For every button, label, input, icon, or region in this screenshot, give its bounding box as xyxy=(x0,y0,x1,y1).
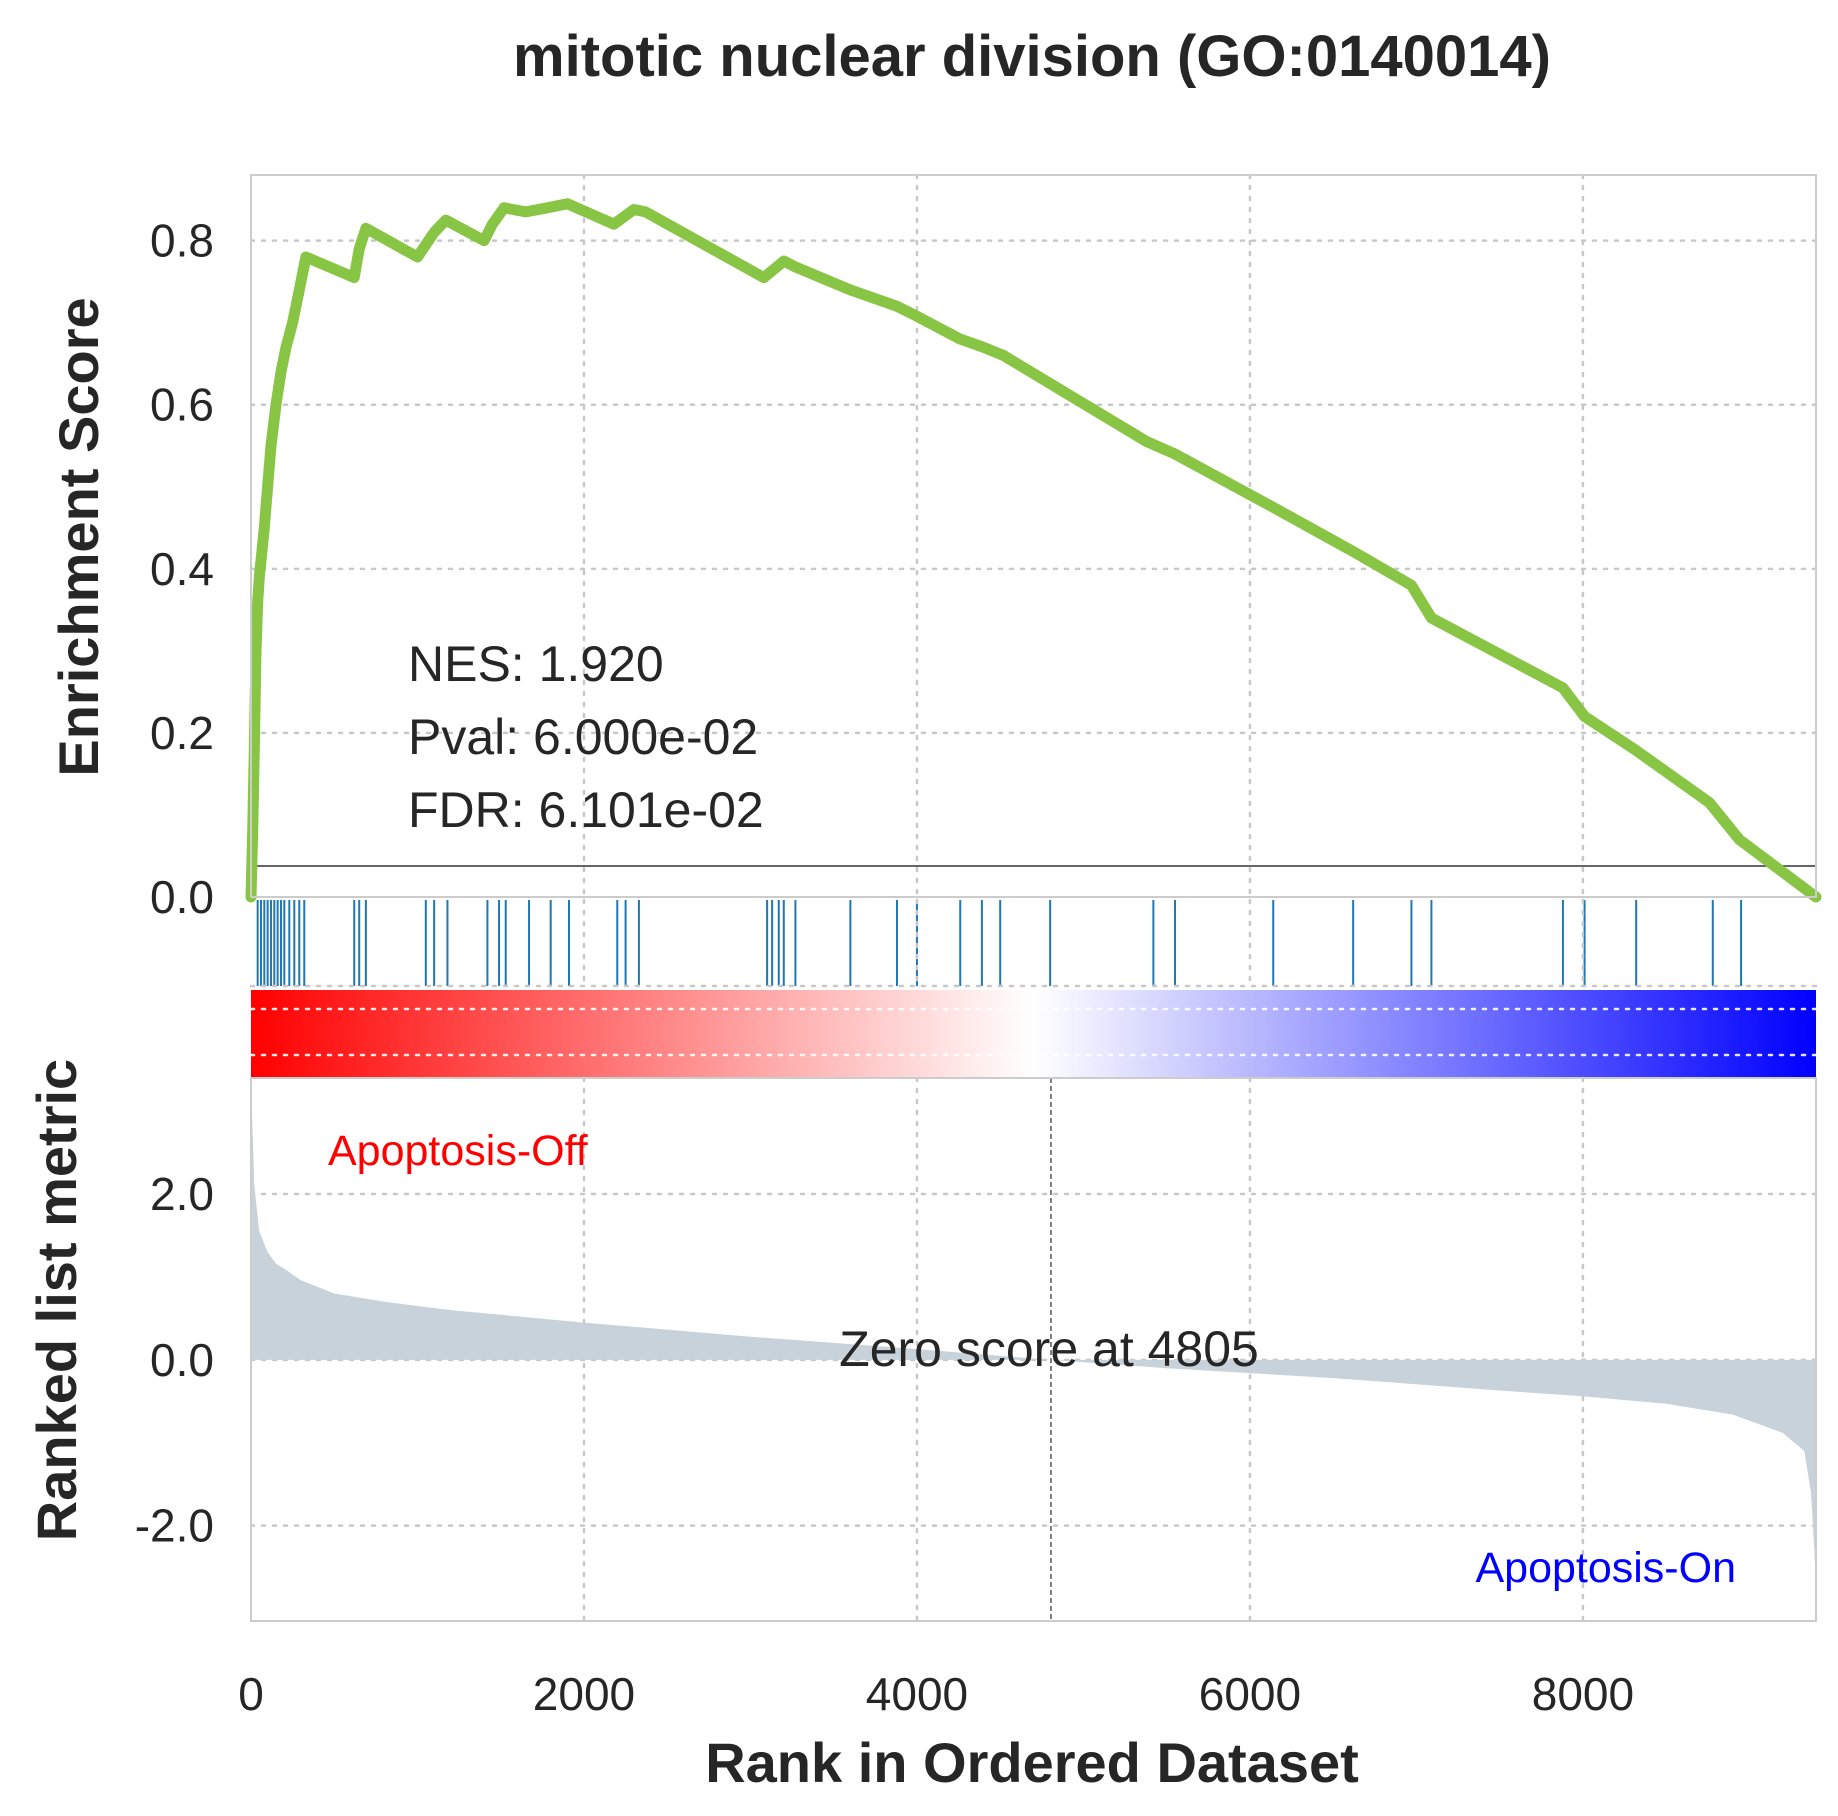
es-line xyxy=(245,198,1822,903)
zero-score-label: Zero score at 4805 xyxy=(839,1321,1259,1377)
x-tick-label: 6000 xyxy=(1199,1668,1301,1720)
ranked-panel: -2.0 0.0 2.0 Ranked list metric Zero score… xyxy=(25,1059,1818,1623)
rank-ylabel: Ranked list metric xyxy=(25,1059,88,1541)
nes-annotation: NES: 1.920 xyxy=(408,636,664,692)
es-grid xyxy=(249,173,1818,899)
hits-panel xyxy=(249,898,1818,988)
es-y-ticks: 0.0 0.2 0.4 0.6 0.8 xyxy=(150,215,214,923)
enrichment-panel: 0.0 0.2 0.4 0.6 0.8 Enrichment Score NES: 1.… xyxy=(47,173,1822,923)
rank-y-tick-label: 2.0 xyxy=(150,1168,214,1220)
x-ticks: 0 2000 4000 6000 8000 xyxy=(238,1668,1634,1720)
es-frame xyxy=(250,174,1817,898)
es-y-tick-label: 0.0 xyxy=(150,871,214,923)
rank-frame xyxy=(250,1077,1817,1622)
color-bar-rect xyxy=(251,990,1816,1078)
x-tick-label: 2000 xyxy=(533,1668,635,1720)
pval-annotation: Pval: 6.000e-02 xyxy=(408,709,758,765)
hit-lines xyxy=(256,898,1743,988)
x-tick-label: 0 xyxy=(238,1668,264,1720)
chart-title: mitotic nuclear division (GO:0140014) xyxy=(513,24,1551,89)
x-axis-label: Rank in Ordered Dataset xyxy=(705,1731,1359,1794)
rank-y-ticks: -2.0 0.0 2.0 xyxy=(135,1168,214,1552)
neg-phenotype-label: Apoptosis-On xyxy=(1475,1544,1736,1592)
rank-y-tick-label: 0.0 xyxy=(150,1334,214,1386)
x-tick-label: 8000 xyxy=(1532,1668,1634,1720)
fdr-annotation: FDR: 6.101e-02 xyxy=(408,782,764,838)
x-tick-label: 4000 xyxy=(866,1668,968,1720)
rank-y-tick-label: -2.0 xyxy=(135,1500,214,1552)
es-y-tick-label: 0.4 xyxy=(150,543,214,595)
es-y-tick-label: 0.8 xyxy=(150,215,214,267)
pos-phenotype-label: Apoptosis-Off xyxy=(328,1127,589,1175)
es-y-tick-label: 0.6 xyxy=(150,379,214,431)
es-y-tick-label: 0.2 xyxy=(150,707,214,759)
es-ylabel: Enrichment Score xyxy=(47,297,110,776)
rank-area xyxy=(251,1082,1816,1588)
rank-color-bar xyxy=(249,990,1818,1078)
